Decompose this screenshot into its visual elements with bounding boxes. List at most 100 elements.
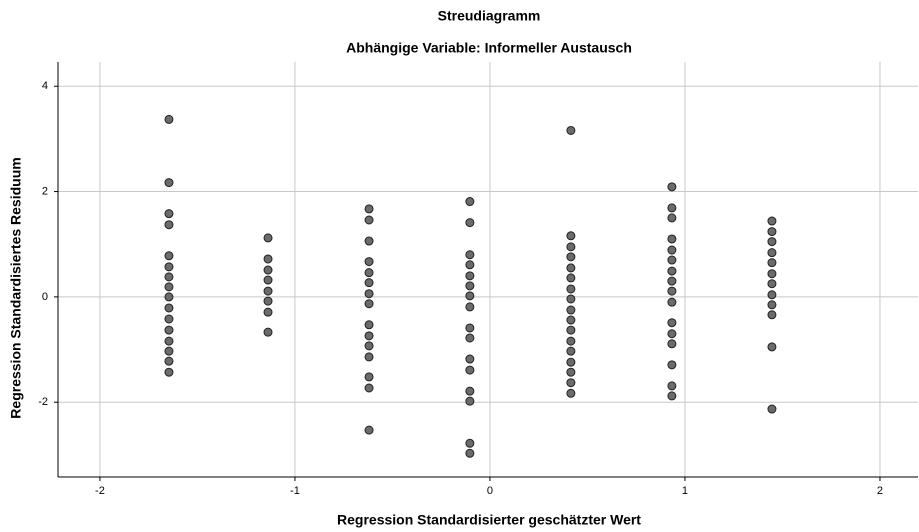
x-tick-label: 2 [877, 485, 883, 497]
point [263, 254, 273, 264]
point [667, 266, 677, 276]
point [667, 329, 677, 339]
point [164, 262, 174, 272]
point [767, 216, 777, 226]
point [364, 320, 374, 330]
point [667, 213, 677, 223]
point [465, 438, 475, 448]
point [465, 281, 475, 291]
point [364, 425, 374, 435]
point [767, 342, 777, 352]
point [566, 378, 576, 388]
point [566, 252, 576, 262]
point [566, 325, 576, 335]
point [164, 114, 174, 124]
point [566, 284, 576, 294]
point [566, 346, 576, 356]
point [566, 273, 576, 283]
point [566, 367, 576, 377]
point [566, 242, 576, 252]
point [465, 323, 475, 333]
point [667, 255, 677, 265]
point [667, 339, 677, 349]
point [767, 300, 777, 310]
x-axis-label: Regression Standardisierter geschätzter … [337, 512, 641, 528]
point [164, 325, 174, 335]
point [667, 276, 677, 286]
point [465, 333, 475, 343]
point [667, 381, 677, 391]
point [164, 282, 174, 292]
point [164, 251, 174, 261]
point [263, 233, 273, 243]
point [667, 234, 677, 244]
point [767, 290, 777, 300]
point [667, 360, 677, 370]
point [566, 231, 576, 241]
y-axis-label: Regression Standardisiertes Residuum [8, 157, 24, 418]
point [667, 391, 677, 401]
point [465, 260, 475, 270]
y-tick-label: 2 [42, 185, 48, 197]
point [164, 272, 174, 282]
point [164, 292, 174, 302]
point [667, 245, 677, 255]
point [263, 265, 273, 275]
point [566, 294, 576, 304]
point [566, 125, 576, 135]
point [364, 299, 374, 309]
points [164, 114, 777, 458]
point [364, 278, 374, 288]
point [566, 315, 576, 325]
point [263, 275, 273, 285]
point [667, 203, 677, 213]
point [767, 227, 777, 237]
point [465, 250, 475, 260]
point [767, 269, 777, 279]
point [364, 372, 374, 382]
point [667, 286, 677, 296]
y-tick-label: 4 [42, 80, 48, 92]
point [566, 336, 576, 346]
chart-title: Streudiagramm [438, 8, 541, 24]
point [465, 271, 475, 281]
point [767, 279, 777, 289]
y-tick-label: -2 [38, 396, 48, 408]
point [263, 327, 273, 337]
point [164, 178, 174, 188]
point [465, 365, 475, 375]
point [767, 258, 777, 268]
point [465, 386, 475, 396]
x-tick-label: 1 [682, 485, 688, 497]
point [465, 291, 475, 301]
point [767, 404, 777, 414]
point [566, 263, 576, 273]
point [465, 396, 475, 406]
point [364, 352, 374, 362]
y-tick-label: 0 [42, 291, 48, 303]
point [364, 257, 374, 267]
point [767, 248, 777, 258]
point [465, 448, 475, 458]
point [164, 303, 174, 313]
point [263, 296, 273, 306]
point [465, 302, 475, 312]
point [667, 318, 677, 328]
point [465, 218, 475, 228]
point [364, 341, 374, 351]
point [767, 310, 777, 320]
grid [58, 62, 918, 477]
x-tick-label: -2 [95, 485, 105, 497]
point [164, 346, 174, 356]
point [263, 286, 273, 296]
point [364, 236, 374, 246]
point [364, 289, 374, 299]
point [263, 307, 273, 317]
point [667, 182, 677, 192]
point [164, 209, 174, 219]
point [164, 356, 174, 366]
point [566, 357, 576, 367]
point [164, 367, 174, 377]
point [164, 220, 174, 230]
